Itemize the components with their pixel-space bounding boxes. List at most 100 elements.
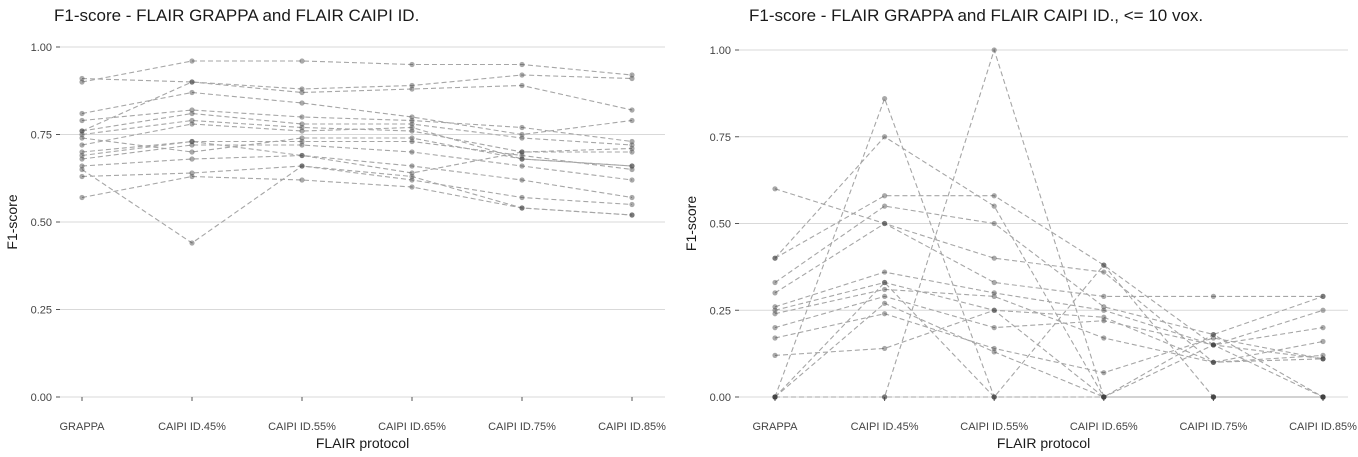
data-point bbox=[409, 135, 415, 141]
data-point bbox=[189, 121, 195, 127]
x-tick-label: CAIPI ID.45% bbox=[158, 421, 226, 433]
data-point bbox=[991, 293, 997, 299]
data-point bbox=[189, 138, 195, 145]
data-point bbox=[629, 177, 635, 183]
chart-panel-right: 0.00 0.25 0.50 0.75 1.00 GRAPPA CAIPI ID.45% CA… bbox=[679, 0, 1358, 457]
data-point bbox=[409, 114, 415, 120]
data-point bbox=[1101, 269, 1107, 275]
data-point bbox=[519, 149, 525, 155]
data-point bbox=[1101, 262, 1107, 268]
y-axis-title: F1-score bbox=[683, 196, 699, 251]
data-point bbox=[1101, 307, 1107, 313]
data-point bbox=[299, 89, 305, 96]
data-point bbox=[772, 290, 778, 296]
data-point bbox=[1101, 293, 1107, 299]
data-point bbox=[79, 194, 85, 201]
data-point bbox=[882, 95, 888, 102]
series-line bbox=[81, 144, 633, 181]
data-point bbox=[409, 177, 415, 183]
x-tick-label: CAIPI ID.55% bbox=[960, 421, 1028, 433]
data-point bbox=[79, 79, 85, 85]
data-point bbox=[772, 352, 778, 358]
data-point bbox=[1320, 394, 1326, 400]
data-point bbox=[882, 286, 888, 293]
data-point bbox=[519, 156, 525, 162]
series-line bbox=[774, 302, 1323, 398]
data-point bbox=[1210, 394, 1216, 400]
data-point bbox=[772, 186, 778, 192]
data-point bbox=[519, 152, 525, 159]
series-line bbox=[81, 140, 633, 174]
data-point bbox=[882, 203, 888, 209]
data-point bbox=[519, 124, 525, 131]
data-point bbox=[79, 135, 85, 141]
data-point bbox=[772, 394, 778, 400]
series-line bbox=[774, 97, 1323, 398]
data-point bbox=[991, 307, 997, 313]
data-point bbox=[299, 177, 305, 183]
data-point bbox=[1210, 331, 1216, 338]
data-point bbox=[519, 82, 525, 89]
data-point bbox=[299, 163, 305, 169]
series-line bbox=[81, 140, 633, 171]
data-point bbox=[882, 394, 888, 400]
data-point bbox=[882, 220, 888, 227]
series-line bbox=[81, 81, 633, 132]
data-point bbox=[629, 201, 635, 208]
data-point bbox=[409, 117, 415, 124]
data-point bbox=[299, 121, 305, 127]
y-tick-label: 0.00 bbox=[31, 392, 52, 404]
series-line bbox=[81, 154, 633, 199]
data-point bbox=[79, 117, 85, 124]
data-point bbox=[409, 61, 415, 68]
data-point bbox=[882, 279, 888, 286]
y-tick-label: 0.75 bbox=[710, 132, 731, 144]
data-point bbox=[79, 149, 85, 155]
data-point bbox=[519, 194, 525, 201]
data-point bbox=[299, 58, 305, 64]
data-point bbox=[1320, 394, 1326, 400]
series-line bbox=[774, 136, 1324, 398]
data-point bbox=[882, 345, 888, 352]
x-tick-label: CAIPI ID.75% bbox=[488, 421, 556, 433]
y-tick-label: 0.00 bbox=[710, 392, 731, 404]
data-point bbox=[409, 163, 415, 169]
data-point bbox=[1210, 342, 1216, 348]
data-point bbox=[772, 394, 778, 400]
data-point bbox=[991, 290, 997, 296]
data-point bbox=[299, 100, 305, 106]
y-tick-label: 0.50 bbox=[710, 219, 731, 231]
data-point bbox=[519, 72, 525, 78]
data-point bbox=[79, 110, 85, 117]
data-point bbox=[1210, 342, 1216, 348]
data-point bbox=[629, 138, 635, 145]
data-point bbox=[629, 194, 635, 201]
data-point bbox=[1101, 314, 1107, 320]
data-point bbox=[189, 117, 195, 124]
data-point bbox=[409, 128, 415, 134]
data-point bbox=[189, 240, 195, 246]
data-point bbox=[189, 138, 195, 145]
data-point bbox=[882, 394, 888, 400]
x-tick-label: CAIPI ID.85% bbox=[598, 421, 666, 433]
data-point bbox=[1320, 356, 1326, 362]
data-point bbox=[629, 163, 635, 169]
data-point bbox=[519, 177, 525, 183]
data-point bbox=[1101, 318, 1107, 324]
series-line bbox=[774, 271, 1324, 346]
y-tick-label: 0.25 bbox=[31, 305, 52, 317]
data-point bbox=[409, 124, 415, 131]
data-point bbox=[991, 47, 997, 53]
data-point bbox=[882, 134, 888, 140]
data-point bbox=[772, 394, 778, 400]
chart-plot-right: 0.00 0.25 0.50 0.75 1.00 GRAPPA CAIPI ID.45% CA… bbox=[683, 45, 1357, 451]
data-point bbox=[1320, 293, 1326, 299]
data-point bbox=[1210, 342, 1216, 348]
series-line bbox=[81, 165, 633, 244]
series-line bbox=[774, 188, 1324, 363]
data-point bbox=[79, 173, 85, 180]
data-point bbox=[882, 269, 888, 275]
series-line bbox=[81, 175, 633, 216]
x-tick-label: CAIPI ID.55% bbox=[268, 421, 336, 433]
data-point bbox=[1101, 394, 1107, 400]
